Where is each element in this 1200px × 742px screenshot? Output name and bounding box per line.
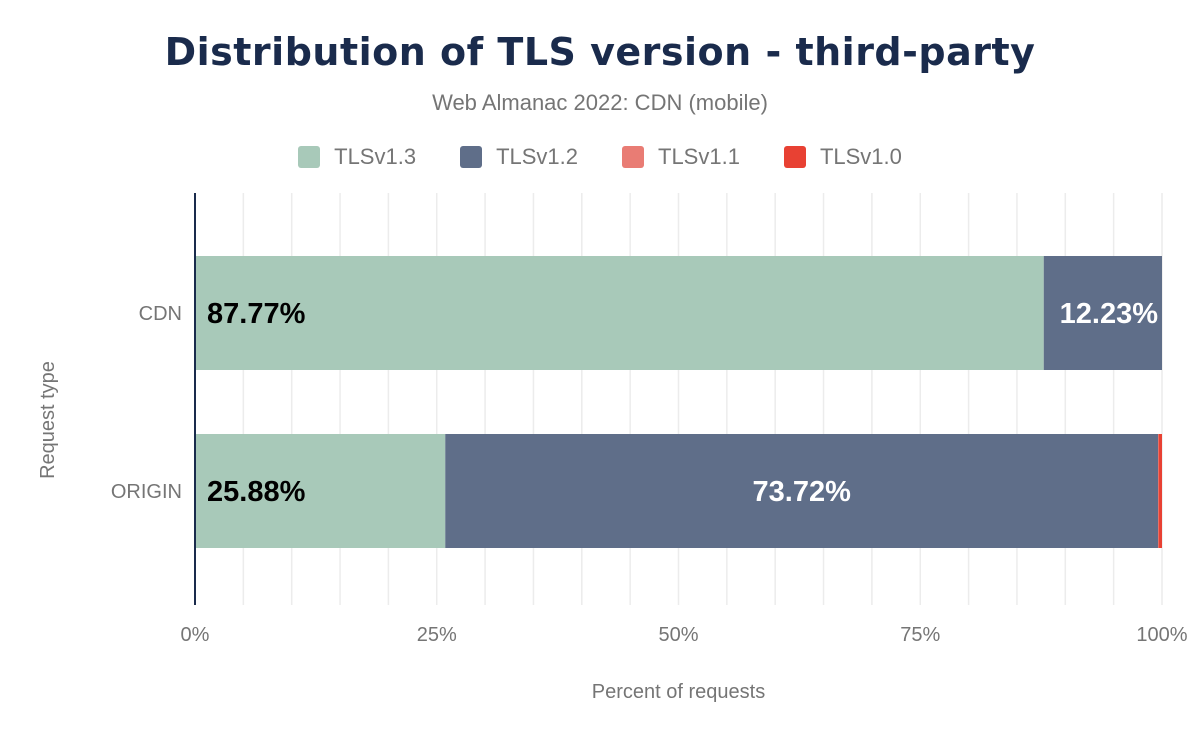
bar-segment bbox=[445, 434, 1159, 548]
x-axis-label: Percent of requests bbox=[592, 681, 765, 703]
y-tick-label: CDN bbox=[139, 303, 182, 325]
x-tick-label: 25% bbox=[417, 624, 457, 646]
legend-label: TLSv1.3 bbox=[334, 144, 417, 169]
data-label: 87.77% bbox=[207, 298, 306, 330]
chart-subtitle: Web Almanac 2022: CDN (mobile) bbox=[432, 90, 768, 115]
bar-segment bbox=[195, 434, 446, 548]
legend-swatch bbox=[783, 146, 806, 168]
legend-swatch bbox=[460, 146, 483, 168]
legend-label: TLSv1.0 bbox=[819, 144, 902, 169]
x-tick-label: 50% bbox=[658, 624, 698, 646]
bar-segment bbox=[1043, 256, 1162, 370]
x-tick-label: 75% bbox=[900, 624, 940, 646]
legend-swatch bbox=[298, 146, 321, 168]
y-axis-label: Request type bbox=[37, 361, 59, 479]
x-tick-label: 0% bbox=[181, 624, 210, 646]
legend-swatch bbox=[622, 146, 644, 168]
legend: TLSv1.3 TLSv1.2 TLSv1.1 TLSv1.0 bbox=[0, 144, 1200, 170]
bar-segment bbox=[1158, 434, 1162, 548]
chart-title: Distribution of TLS version - third-part… bbox=[164, 30, 1036, 74]
y-tick-label: ORIGIN bbox=[111, 481, 182, 503]
legend-item[interactable]: TLSv1.0 bbox=[783, 144, 902, 170]
bar-segment bbox=[195, 256, 1044, 370]
legend-item[interactable]: TLSv1.1 bbox=[622, 144, 740, 170]
legend-label: TLSv1.2 bbox=[496, 144, 578, 169]
data-label: 73.72% bbox=[753, 476, 852, 508]
legend-item[interactable]: TLSv1.3 bbox=[298, 144, 416, 170]
legend-label: TLSv1.1 bbox=[658, 144, 740, 169]
data-label: 25.88% bbox=[207, 476, 306, 508]
data-label: 12.23% bbox=[1060, 298, 1159, 330]
x-tick-label: 100% bbox=[1136, 624, 1187, 646]
legend-item[interactable]: TLSv1.2 bbox=[460, 144, 578, 170]
